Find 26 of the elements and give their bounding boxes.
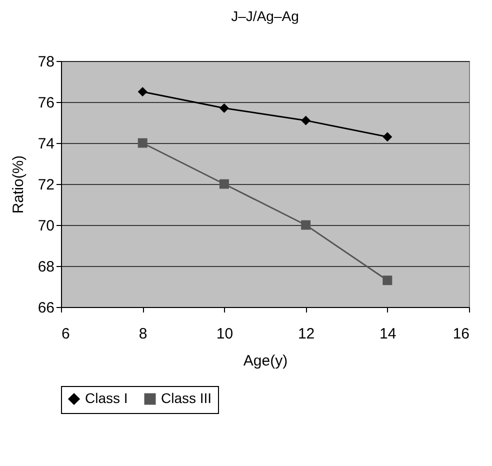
point xyxy=(219,179,229,189)
legend-label: Class I xyxy=(85,390,128,406)
legend-label: Class III xyxy=(161,390,212,406)
y-tick-label: 68 xyxy=(38,258,54,276)
x-tick-label: 6 xyxy=(62,326,70,342)
x-tick-label: 12 xyxy=(298,326,315,342)
y-tick-label: 76 xyxy=(38,94,54,112)
point xyxy=(138,87,148,96)
x-axis-title: Age(y) xyxy=(243,352,288,370)
point xyxy=(382,132,392,142)
x-tick-label: 14 xyxy=(380,326,396,342)
y-tick-label: 70 xyxy=(38,218,54,234)
x-tick-label: 10 xyxy=(216,326,234,342)
x-tick-label: 16 xyxy=(452,326,470,342)
point xyxy=(382,276,392,286)
x-tick-label: 8 xyxy=(138,326,148,342)
y-axis-title: Ratio(%) xyxy=(10,155,27,214)
point xyxy=(219,103,229,113)
y-tick-label: 78 xyxy=(38,54,54,70)
y-tick-label: 66 xyxy=(38,300,54,316)
point xyxy=(301,116,311,126)
y-tick-label: 74 xyxy=(38,136,54,152)
y-tick-label: 72 xyxy=(38,176,54,194)
point xyxy=(138,138,148,148)
point xyxy=(301,220,311,230)
chart-title: J–J/Ag–Ag xyxy=(231,8,299,24)
